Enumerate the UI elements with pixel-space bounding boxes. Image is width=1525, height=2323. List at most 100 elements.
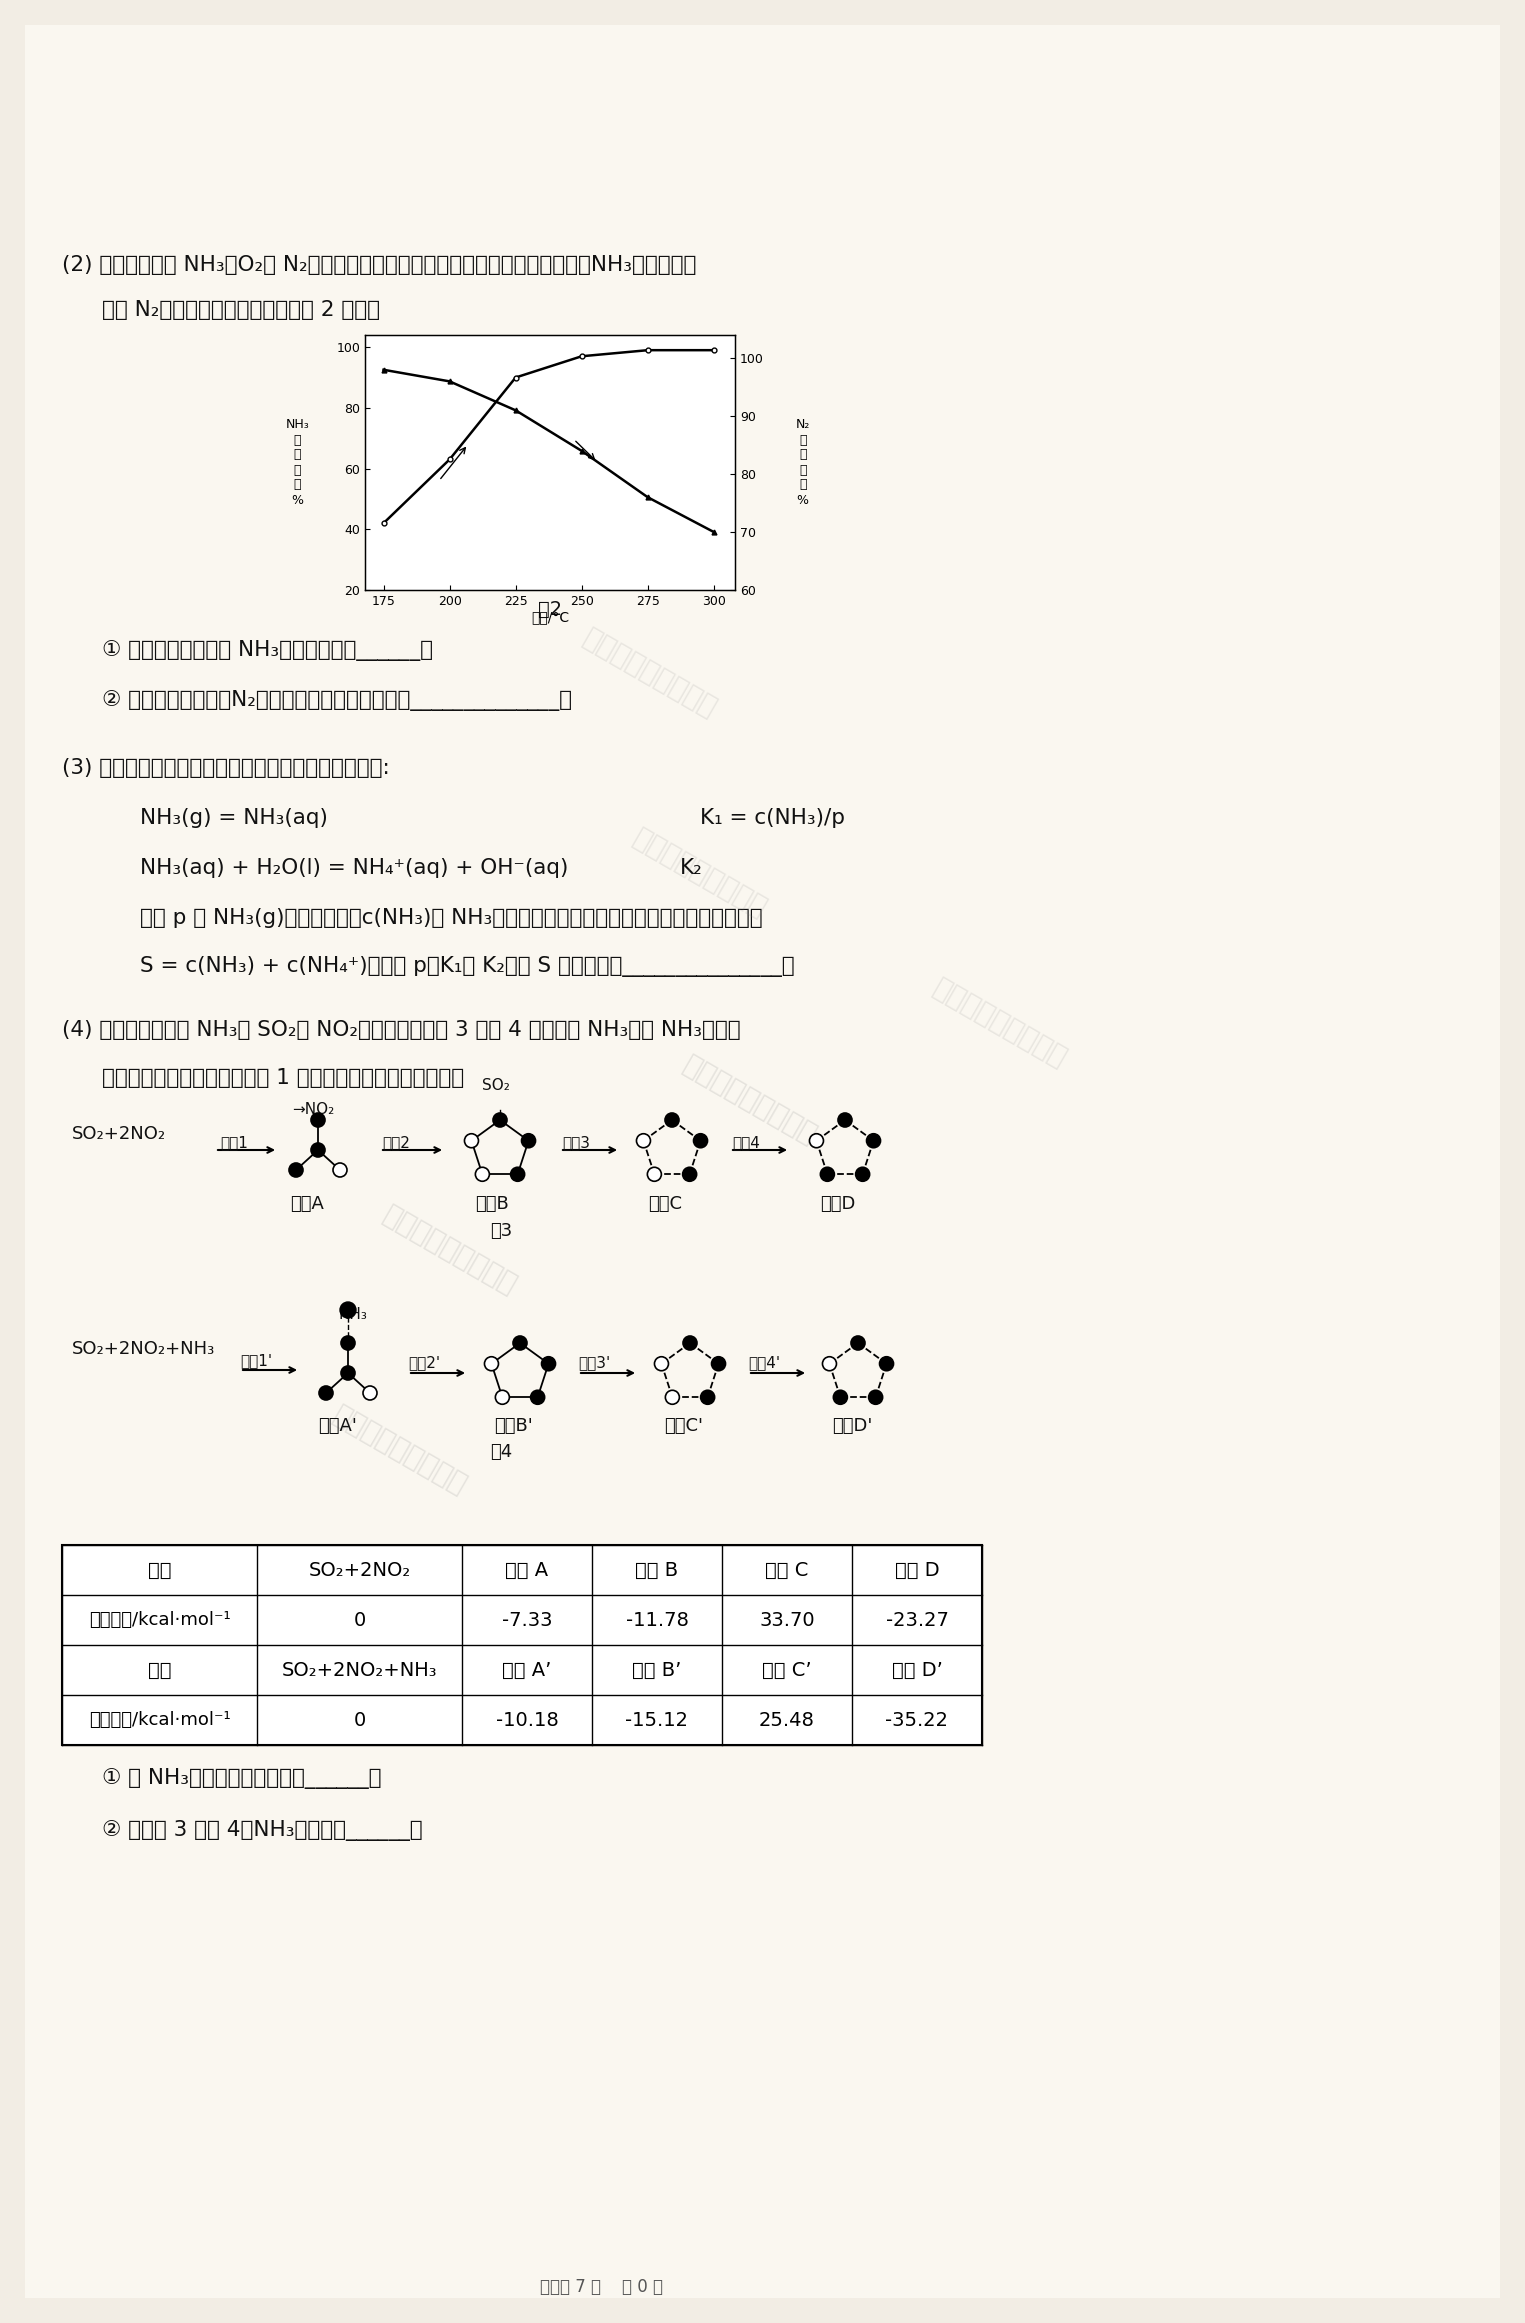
Text: 微信搜索时间课教材: 微信搜索时间课教材 (328, 1401, 471, 1501)
Text: 构型D': 构型D' (833, 1417, 872, 1436)
Circle shape (683, 1336, 697, 1350)
Text: K₁ = c(NH₃)/p: K₁ = c(NH₃)/p (700, 808, 845, 827)
Text: →NO₂: →NO₂ (291, 1101, 334, 1117)
Bar (63, 1545, 982, 1745)
Circle shape (712, 1357, 726, 1371)
Text: SO₂+2NO₂+NH₃: SO₂+2NO₂+NH₃ (282, 1661, 438, 1680)
Text: 高中时间课同步教材: 高中时间课同步教材 (578, 623, 721, 722)
Text: 高中时间课同步教材: 高中时间课同步教材 (929, 973, 1072, 1073)
Text: 步骤3: 步骤3 (563, 1136, 590, 1150)
Text: 构型 B’: 构型 B’ (633, 1661, 682, 1680)
Circle shape (522, 1134, 535, 1148)
Text: 其中 p 为 NH₃(g)的平衡压强，c(NH₃)为 NH₃在水溶液中的平衡浓度。设氨气在水中的溶解度: 其中 p 为 NH₃(g)的平衡压强，c(NH₃)为 NH₃在水溶液中的平衡浓度… (140, 908, 762, 927)
Text: 图4: 图4 (490, 1443, 512, 1461)
Text: ① 除去工业尾气中的 NH₃适宜的温度为______。: ① 除去工业尾气中的 NH₃适宜的温度为______。 (102, 641, 433, 662)
Text: 构型D: 构型D (820, 1194, 856, 1213)
Circle shape (319, 1387, 332, 1401)
Text: 步骤2': 步骤2' (409, 1354, 441, 1371)
Circle shape (665, 1113, 679, 1127)
Text: 生成 N₂的选择性与温度的关系如图 2 所示。: 生成 N₂的选择性与温度的关系如图 2 所示。 (102, 300, 380, 321)
Circle shape (654, 1357, 668, 1371)
Text: 构型 D’: 构型 D’ (892, 1661, 942, 1680)
Text: 相对能量/kcal·mol⁻¹: 相对能量/kcal·mol⁻¹ (88, 1712, 230, 1728)
Text: -7.33: -7.33 (502, 1610, 552, 1628)
Text: 构型 D: 构型 D (895, 1561, 939, 1580)
Circle shape (311, 1113, 325, 1127)
Text: SO₂: SO₂ (482, 1078, 509, 1094)
Text: 构型 B: 构型 B (636, 1561, 679, 1580)
Y-axis label: NH₃
的
转
化
率
%: NH₃ 的 转 化 率 % (285, 418, 310, 506)
Text: 25.48: 25.48 (759, 1710, 814, 1731)
Circle shape (694, 1134, 708, 1148)
Circle shape (851, 1336, 865, 1350)
Circle shape (648, 1166, 662, 1182)
Circle shape (311, 1143, 325, 1157)
Text: SO₂+2NO₂: SO₂+2NO₂ (308, 1561, 410, 1580)
Circle shape (636, 1134, 651, 1148)
Text: 0: 0 (354, 1610, 366, 1628)
Text: ① 无 NH₃存在时的快速步骤为______。: ① 无 NH₃存在时的快速步骤为______。 (102, 1768, 381, 1789)
Text: -10.18: -10.18 (496, 1710, 558, 1731)
Circle shape (340, 1301, 355, 1317)
Text: 33.70: 33.70 (759, 1610, 814, 1628)
Circle shape (531, 1389, 544, 1405)
Text: SO₂+2NO₂: SO₂+2NO₂ (72, 1124, 166, 1143)
Circle shape (290, 1164, 303, 1178)
Circle shape (342, 1366, 355, 1380)
Text: 高中时间课同步教材: 高中时间课同步教材 (628, 822, 772, 922)
Text: 构型C': 构型C' (663, 1417, 703, 1436)
Circle shape (541, 1357, 555, 1371)
Circle shape (880, 1357, 894, 1371)
Circle shape (332, 1164, 348, 1178)
Text: NH₃(aq) + H₂O(l) = NH₄⁺(aq) + OH⁻(aq): NH₃(aq) + H₂O(l) = NH₄⁺(aq) + OH⁻(aq) (140, 857, 569, 878)
Circle shape (683, 1166, 697, 1182)
Text: 图2: 图2 (538, 599, 563, 618)
Circle shape (363, 1387, 377, 1401)
Text: 构型: 构型 (148, 1561, 171, 1580)
Text: 步骤1: 步骤1 (220, 1136, 249, 1150)
Circle shape (342, 1336, 355, 1350)
Text: 步骤4': 步骤4' (747, 1354, 781, 1371)
Text: (4) 为了探究大气中 NH₃对 SO₂和 NO₂反应的影响，图 3 和图 4 展示了无 NH₃与有 NH₃存在时: (4) 为了探究大气中 NH₃对 SO₂和 NO₂反应的影响，图 3 和图 4 … (63, 1020, 741, 1041)
Circle shape (465, 1134, 479, 1148)
Circle shape (820, 1166, 834, 1182)
Text: (2) 将一定比例的 NH₃、O₂和 N₂的混合气体以一定流速通过装有催化剂的反应管，NH₃的转化率、: (2) 将一定比例的 NH₃、O₂和 N₂的混合气体以一定流速通过装有催化剂的反… (63, 256, 697, 274)
Text: 步骤3': 步骤3' (578, 1354, 610, 1371)
Text: 步骤4: 步骤4 (732, 1136, 759, 1150)
Text: NH₃: NH₃ (339, 1308, 368, 1322)
Circle shape (485, 1357, 499, 1371)
Circle shape (512, 1336, 528, 1350)
Text: 相对能量/kcal·mol⁻¹: 相对能量/kcal·mol⁻¹ (88, 1610, 230, 1628)
Text: 构型B: 构型B (474, 1194, 509, 1213)
Text: NH₃(g) = NH₃(aq): NH₃(g) = NH₃(aq) (140, 808, 328, 827)
Circle shape (869, 1389, 883, 1405)
Text: ② 随着温度的升高，N₂的选择性下降的原因可能为______________。: ② 随着温度的升高，N₂的选择性下降的原因可能为______________。 (102, 690, 572, 711)
Text: 步骤2: 步骤2 (381, 1136, 410, 1150)
Circle shape (476, 1166, 490, 1182)
Circle shape (866, 1134, 880, 1148)
Text: 构型C: 构型C (648, 1194, 682, 1213)
Y-axis label: N₂
的
选
择
率
%: N₂ 的 选 择 率 % (796, 418, 810, 506)
Text: S = c(NH₃) + c(NH₄⁺)，则用 p、K₁和 K₂表示 S 的代数式为_______________。: S = c(NH₃) + c(NH₄⁺)，则用 p、K₁和 K₂表示 S 的代数… (140, 957, 795, 978)
X-axis label: 温度/°C: 温度/°C (531, 611, 569, 625)
Circle shape (496, 1389, 509, 1405)
Text: -23.27: -23.27 (886, 1610, 949, 1628)
Text: 微信搜索时间课教材: 微信搜索时间课教材 (679, 1050, 822, 1150)
Text: 构型 C: 构型 C (766, 1561, 808, 1580)
Text: (3) 在一定温度下，氨气溨于水的过程及其平衡常数为:: (3) 在一定温度下，氨气溨于水的过程及其平衡常数为: (63, 757, 390, 778)
Circle shape (833, 1389, 848, 1405)
Text: 0: 0 (354, 1710, 366, 1731)
Text: 微信搜索时间课教材: 微信搜索时间课教材 (378, 1201, 522, 1299)
Circle shape (493, 1113, 506, 1127)
Text: 构型A': 构型A' (319, 1417, 357, 1436)
Text: ② 对比图 3 与图 4，NH₃的功能为______。: ② 对比图 3 与图 4，NH₃的功能为______。 (102, 1819, 422, 1842)
Circle shape (856, 1166, 869, 1182)
Circle shape (810, 1134, 824, 1148)
Text: 反应过程的相关优化构型，表 1 列出了相关构型的相对能量。: 反应过程的相关优化构型，表 1 列出了相关构型的相对能量。 (102, 1069, 464, 1087)
Text: 构型A: 构型A (290, 1194, 323, 1213)
Text: 构型 C’: 构型 C’ (762, 1661, 811, 1680)
Text: SO₂+2NO₂+NH₃: SO₂+2NO₂+NH₃ (72, 1340, 215, 1359)
Text: 构型 A: 构型 A (505, 1561, 549, 1580)
Circle shape (822, 1357, 837, 1371)
Text: 构型: 构型 (148, 1661, 171, 1680)
